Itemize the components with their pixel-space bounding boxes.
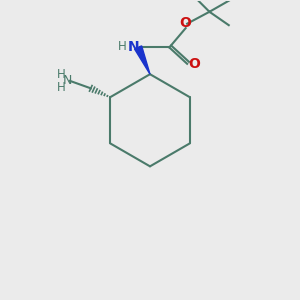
Text: O: O [179,16,191,30]
Text: H: H [117,40,126,53]
Text: N: N [128,40,140,54]
Polygon shape [135,46,150,74]
Text: H: H [57,81,65,94]
Text: N: N [63,74,72,87]
Text: H: H [57,68,65,81]
Text: O: O [188,57,200,71]
